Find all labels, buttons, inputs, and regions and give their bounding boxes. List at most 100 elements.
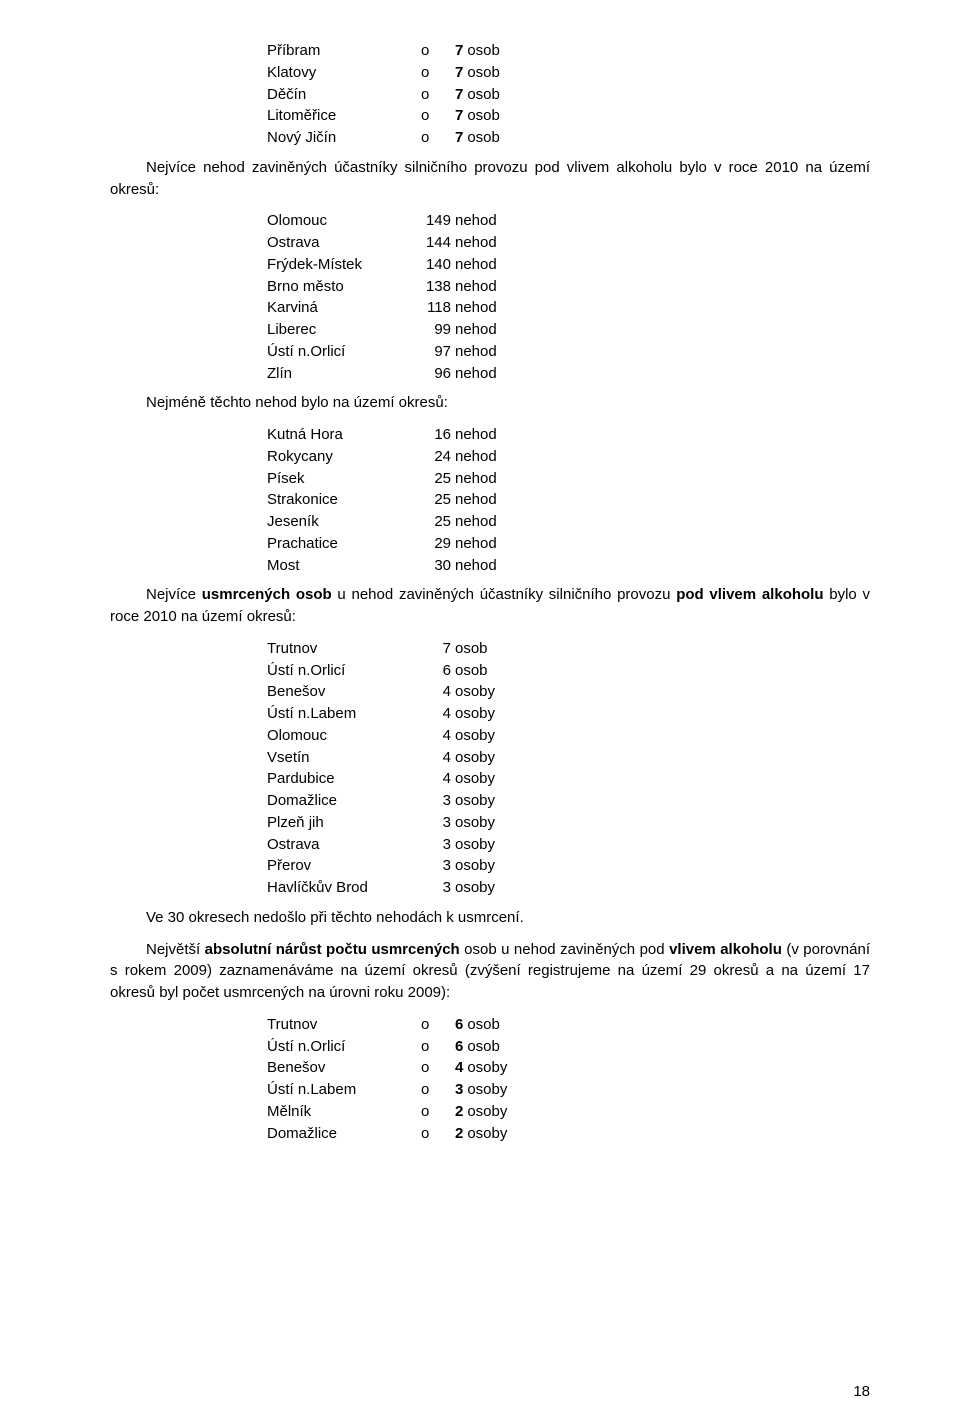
table-row: Ústí n.Orlicío6osob [265, 1036, 509, 1058]
cell-name: Nový Jičín [265, 127, 419, 149]
cell-value: 2 [431, 1123, 465, 1145]
cell-name: Havlíčkův Brod [265, 877, 419, 899]
cell-o: o [419, 40, 431, 62]
cell-value: 4 [419, 703, 453, 725]
table-row: Klatovyo7osob [265, 62, 502, 84]
cell-unit: nehod [453, 341, 499, 363]
para-5: Největší absolutní nárůst počtu usmrcený… [110, 939, 870, 1004]
cell-value: 3 [431, 1079, 465, 1101]
cell-unit: osob [465, 127, 502, 149]
table-row: Jeseník25nehod [265, 511, 499, 533]
para5-b1: absolutní nárůst počtu usmrcených [205, 941, 460, 958]
cell-unit: osoby [453, 681, 497, 703]
table-row: Ústí n.Labemo3osoby [265, 1079, 509, 1101]
cell-name: Brno město [265, 276, 419, 298]
cell-name: Domažlice [265, 1123, 419, 1145]
table-1: Příbramo7osobKlatovyo7osobDěčíno7osobLit… [265, 40, 502, 149]
cell-value: 4 [419, 725, 453, 747]
cell-name: Most [265, 555, 419, 577]
table-3: Kutná Hora16nehodRokycany24nehodPísek25n… [265, 424, 499, 576]
cell-unit: osoby [453, 703, 497, 725]
cell-unit: nehod [453, 533, 499, 555]
cell-o: o [419, 1079, 431, 1101]
cell-unit: osoby [465, 1079, 509, 1101]
cell-unit: nehod [453, 232, 499, 254]
table-row: Liberec99nehod [265, 319, 499, 341]
cell-unit: osoby [465, 1101, 509, 1123]
table-row: Děčíno7osob [265, 84, 502, 106]
table-row: Přerov3osoby [265, 855, 497, 877]
cell-name: Písek [265, 468, 419, 490]
cell-value: 25 [419, 489, 453, 511]
cell-unit: nehod [453, 254, 499, 276]
cell-value: 4 [419, 768, 453, 790]
cell-value: 3 [419, 790, 453, 812]
table-row: Nový Jičíno7osob [265, 127, 502, 149]
table-row: Prachatice29nehod [265, 533, 499, 555]
table-row: Příbramo7osob [265, 40, 502, 62]
cell-name: Olomouc [265, 210, 419, 232]
table-row: Strakonice25nehod [265, 489, 499, 511]
cell-unit: nehod [453, 446, 499, 468]
cell-name: Jeseník [265, 511, 419, 533]
table-row: Most30nehod [265, 555, 499, 577]
page-number: 18 [853, 1383, 870, 1400]
table-row: Pardubice4osoby [265, 768, 497, 790]
cell-value: 4 [431, 1057, 465, 1079]
cell-name: Prachatice [265, 533, 419, 555]
cell-unit: nehod [453, 363, 499, 385]
cell-value: 25 [419, 468, 453, 490]
cell-name: Trutnov [265, 638, 419, 660]
cell-unit: osob [453, 638, 497, 660]
cell-unit: osoby [453, 877, 497, 899]
cell-value: 6 [419, 660, 453, 682]
cell-name: Ústí n.Orlicí [265, 1036, 419, 1058]
cell-name: Ústí n.Orlicí [265, 660, 419, 682]
cell-o: o [419, 1014, 431, 1036]
cell-value: 7 [431, 105, 465, 127]
cell-unit: nehod [453, 489, 499, 511]
cell-name: Strakonice [265, 489, 419, 511]
para-2: Nejméně těchto nehod bylo na území okres… [110, 392, 870, 414]
cell-unit: osoby [465, 1057, 509, 1079]
cell-unit: osoby [453, 812, 497, 834]
cell-o: o [419, 1057, 431, 1079]
para-4: Ve 30 okresech nedošlo při těchto nehodá… [110, 907, 870, 929]
cell-o: o [419, 84, 431, 106]
table-row: Olomouc4osoby [265, 725, 497, 747]
table-row: Karviná118nehod [265, 297, 499, 319]
table-row: Olomouc149nehod [265, 210, 499, 232]
cell-o: o [419, 105, 431, 127]
cell-value: 7 [431, 40, 465, 62]
cell-unit: nehod [453, 511, 499, 533]
table-row: Litoměřiceo7osob [265, 105, 502, 127]
cell-name: Trutnov [265, 1014, 419, 1036]
cell-unit: osoby [453, 834, 497, 856]
para-3: Nejvíce usmrcených osob u nehod zaviněný… [110, 584, 870, 628]
cell-unit: osob [465, 62, 502, 84]
cell-value: 2 [431, 1101, 465, 1123]
cell-value: 96 [419, 363, 453, 385]
cell-o: o [419, 1101, 431, 1123]
table-row: Ústí n.Orlicí6osob [265, 660, 497, 682]
cell-value: 140 [419, 254, 453, 276]
cell-value: 25 [419, 511, 453, 533]
cell-value: 149 [419, 210, 453, 232]
cell-unit: nehod [453, 297, 499, 319]
cell-value: 3 [419, 855, 453, 877]
page: Příbramo7osobKlatovyo7osobDěčíno7osobLit… [0, 0, 960, 1428]
table-5: Trutnovo6osobÚstí n.Orlicío6osobBenešovo… [265, 1014, 509, 1145]
cell-name: Ostrava [265, 232, 419, 254]
cell-unit: nehod [453, 319, 499, 341]
cell-value: 7 [431, 84, 465, 106]
para5-b2: vlivem alkoholu [669, 941, 782, 958]
cell-unit: nehod [453, 210, 499, 232]
cell-value: 16 [419, 424, 453, 446]
cell-value: 3 [419, 877, 453, 899]
cell-name: Ústí n.Orlicí [265, 341, 419, 363]
table-row: Kutná Hora16nehod [265, 424, 499, 446]
cell-name: Děčín [265, 84, 419, 106]
table-row: Trutnovo6osob [265, 1014, 509, 1036]
cell-value: 6 [431, 1014, 465, 1036]
cell-value: 6 [431, 1036, 465, 1058]
